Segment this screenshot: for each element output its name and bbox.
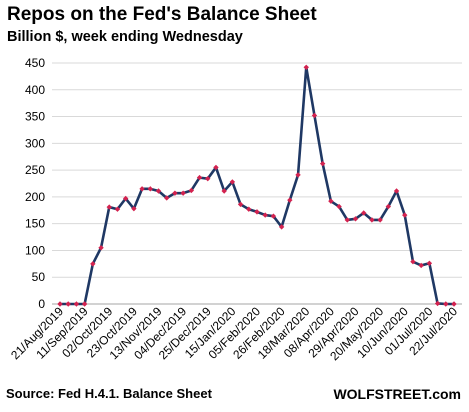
y-tick-label: 250 (25, 163, 45, 177)
data-point-marker (246, 206, 252, 212)
data-point-marker (122, 195, 129, 202)
data-point-marker (114, 206, 121, 212)
data-point-marker (426, 260, 433, 266)
data-point-marker (369, 217, 375, 223)
data-point-marker (57, 301, 63, 307)
chart-subtitle: Billion $, week ending Wednesday (7, 29, 243, 45)
data-point-marker (172, 190, 178, 196)
data-point-marker (180, 190, 186, 196)
data-point-marker (385, 203, 392, 210)
data-point-marker (90, 261, 96, 267)
data-point-marker (262, 212, 268, 218)
data-point-marker (196, 174, 203, 181)
data-point-marker (106, 204, 112, 210)
data-point-marker (443, 301, 449, 307)
y-tick-label: 150 (25, 217, 45, 231)
data-point-marker (229, 179, 236, 185)
data-point-marker (410, 258, 416, 265)
y-tick-label: 450 (25, 56, 45, 70)
chart-title: Repos on the Fed's Balance Sheet (7, 4, 317, 25)
data-point-marker (164, 195, 170, 201)
y-tick-label: 50 (32, 270, 46, 284)
data-point-marker (319, 160, 326, 167)
data-point-marker (65, 301, 71, 307)
y-tick-label: 400 (25, 83, 45, 97)
y-tick-label: 300 (25, 136, 45, 150)
data-point-marker (221, 188, 227, 194)
brand-logo-text: WOLFSTREET.com (333, 386, 461, 402)
data-point-marker (98, 245, 104, 251)
data-point-marker (131, 205, 137, 212)
data-point-marker (328, 198, 334, 204)
data-point-marker (344, 217, 350, 223)
data-point-marker (303, 64, 309, 70)
data-point-marker (434, 300, 441, 307)
data-point-marker (81, 301, 88, 307)
data-point-marker (254, 209, 260, 215)
data-point-marker (139, 186, 145, 192)
data-point-marker (237, 201, 244, 208)
y-tick-label: 350 (25, 110, 45, 124)
data-point-marker (155, 188, 162, 194)
data-point-marker (352, 216, 359, 222)
data-point-marker (188, 187, 195, 194)
source-note: Source: Fed H.4.1. Balance Sheet (6, 386, 212, 401)
y-tick-label: 100 (25, 243, 45, 257)
data-point-marker (205, 175, 211, 182)
data-point-marker (377, 217, 383, 223)
data-point-marker (287, 197, 293, 203)
data-point-marker (361, 210, 367, 216)
data-point-marker (73, 301, 80, 307)
data-point-marker (278, 224, 285, 230)
data-point-marker (270, 213, 277, 219)
y-tick-label: 200 (25, 190, 45, 204)
data-point-marker (295, 172, 301, 178)
series-line (60, 65, 454, 306)
data-point-marker (393, 188, 400, 194)
data-point-marker (213, 164, 219, 171)
data-point-marker (336, 203, 342, 210)
data-point-marker (418, 262, 424, 269)
data-point-marker (451, 301, 457, 307)
data-point-marker (147, 186, 153, 192)
data-point-marker (311, 112, 318, 119)
data-point-marker (402, 212, 408, 218)
y-tick-label: 0 (38, 297, 45, 311)
